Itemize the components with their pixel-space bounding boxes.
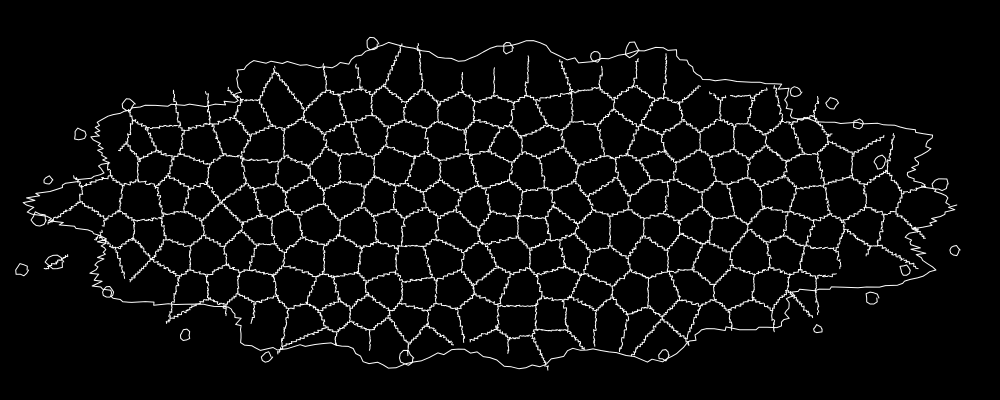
- cell-fragment-19: [260, 351, 274, 363]
- cell-fragment-16: [813, 324, 823, 334]
- cell-fragment-5: [366, 36, 380, 51]
- tissue-perimeter: [22, 40, 958, 370]
- cell-fragment-14: [949, 245, 961, 257]
- cell-fragment-8: [625, 41, 640, 59]
- cell-fragment-7: [590, 51, 601, 63]
- cell-fragment-23: [865, 291, 880, 305]
- cell-fragment-20: [180, 328, 191, 341]
- cell-fragment-11: [853, 118, 865, 130]
- cell-fragment-1: [44, 254, 65, 270]
- cell-fragment-2: [15, 263, 30, 277]
- cell-fragment-12: [873, 154, 887, 170]
- cell-fragment-21: [43, 175, 54, 185]
- cell-fragment-13: [931, 178, 949, 192]
- cell-fragment-15: [899, 264, 911, 276]
- cell-fragment-18: [399, 349, 415, 366]
- cell-fragment-4: [121, 98, 136, 112]
- cell-fragment-22: [74, 127, 87, 141]
- cell-fragment-17: [658, 349, 670, 362]
- cell-fragment-0: [30, 211, 47, 227]
- cell-fragment-9: [789, 86, 803, 97]
- cell-fragment-3: [102, 286, 115, 298]
- cell-fragment-10: [825, 97, 840, 110]
- cell-fragment-6: [503, 42, 514, 55]
- cell-boundary-lines: [43, 43, 927, 371]
